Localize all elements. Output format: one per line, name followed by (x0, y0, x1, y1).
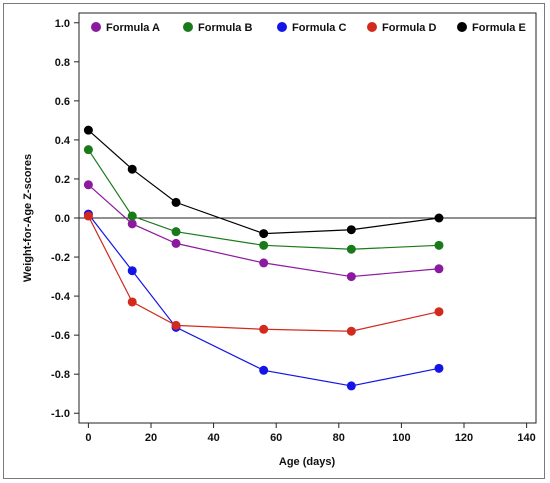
y-tick-label: 0.0 (55, 213, 70, 225)
x-tick-label: 0 (85, 432, 91, 444)
series-formula-d (83, 211, 444, 336)
series-line (87, 213, 440, 387)
series-formula-a (83, 180, 444, 282)
y-tick-label: 0.2 (55, 174, 70, 186)
x-tick-label: 100 (392, 432, 410, 444)
x-tick-label: 80 (333, 432, 345, 444)
series-layer (83, 125, 444, 391)
legend-marker (91, 22, 101, 32)
data-point (259, 324, 269, 334)
series-formula-e (83, 125, 444, 239)
data-point (259, 240, 269, 250)
data-point (434, 307, 444, 317)
data-point (171, 197, 181, 207)
legend: Formula A Formula B Formula C Formula D Form… (91, 22, 526, 34)
legend-label: Formula B (198, 22, 252, 34)
data-point (127, 266, 137, 276)
legend-item: Formula E (457, 22, 526, 34)
data-point (434, 240, 444, 250)
data-point (83, 125, 93, 135)
chart-frame (3, 3, 545, 479)
legend-label: Formula E (472, 22, 526, 34)
data-point (171, 227, 181, 237)
data-point (434, 264, 444, 274)
legend-item: Formula B (183, 22, 252, 34)
legend-label: Formula A (106, 22, 160, 34)
data-point (434, 213, 444, 223)
data-point (83, 145, 93, 155)
y-tick-label: -0.2 (51, 252, 70, 264)
legend-marker (457, 22, 467, 32)
data-point (434, 363, 444, 373)
data-point (346, 244, 356, 254)
data-point (127, 211, 137, 221)
y-tick-label: -0.8 (51, 369, 70, 381)
series-line (87, 184, 440, 278)
x-tick-label: 20 (145, 432, 157, 444)
data-point (346, 326, 356, 336)
y-axis-title: Weight-for-Age Z-scores (22, 154, 34, 282)
data-point (259, 365, 269, 375)
x-tick-label: 40 (207, 432, 219, 444)
data-point (127, 164, 137, 174)
x-tick-label: 140 (517, 432, 535, 444)
data-point (346, 225, 356, 235)
x-tick-label: 60 (270, 432, 282, 444)
legend-item: Formula D (367, 22, 436, 34)
data-point (259, 258, 269, 268)
y-tick-label: 0.8 (55, 57, 70, 69)
legend-item: Formula A (91, 22, 160, 34)
data-point (127, 297, 137, 307)
data-point (127, 219, 137, 229)
legend-item: Formula C (277, 22, 346, 34)
series-line (87, 129, 440, 235)
legend-marker (277, 22, 287, 32)
series-formula-b (83, 145, 444, 254)
y-tick-label: 1.0 (55, 18, 70, 30)
series-line (87, 215, 440, 332)
series-line (87, 149, 439, 250)
legend-marker (367, 22, 377, 32)
legend-marker (183, 22, 193, 32)
data-point (83, 180, 93, 190)
data-point (171, 238, 181, 248)
y-tick-label: -1.0 (51, 408, 70, 420)
x-axis: 0 20 40 60 80 100 120 140 (85, 423, 536, 444)
y-tick-label: -0.6 (51, 330, 70, 342)
y-tick-label: 0.6 (55, 96, 70, 108)
x-tick-label: 120 (455, 432, 473, 444)
y-tick-label: -0.4 (51, 291, 71, 303)
legend-label: Formula C (292, 22, 346, 34)
y-axis: 1.0 0.8 0.6 0.4 0.2 0.0 -0.2 -0.4 -0.6 -0.8 -1.0 (51, 18, 79, 420)
data-point (171, 320, 181, 330)
data-point (83, 211, 93, 221)
legend-label: Formula D (382, 22, 436, 34)
data-point (259, 229, 269, 239)
data-point (346, 381, 356, 391)
y-tick-label: 0.4 (55, 135, 71, 147)
x-axis-title: Age (days) (279, 456, 336, 468)
data-point (346, 272, 356, 282)
